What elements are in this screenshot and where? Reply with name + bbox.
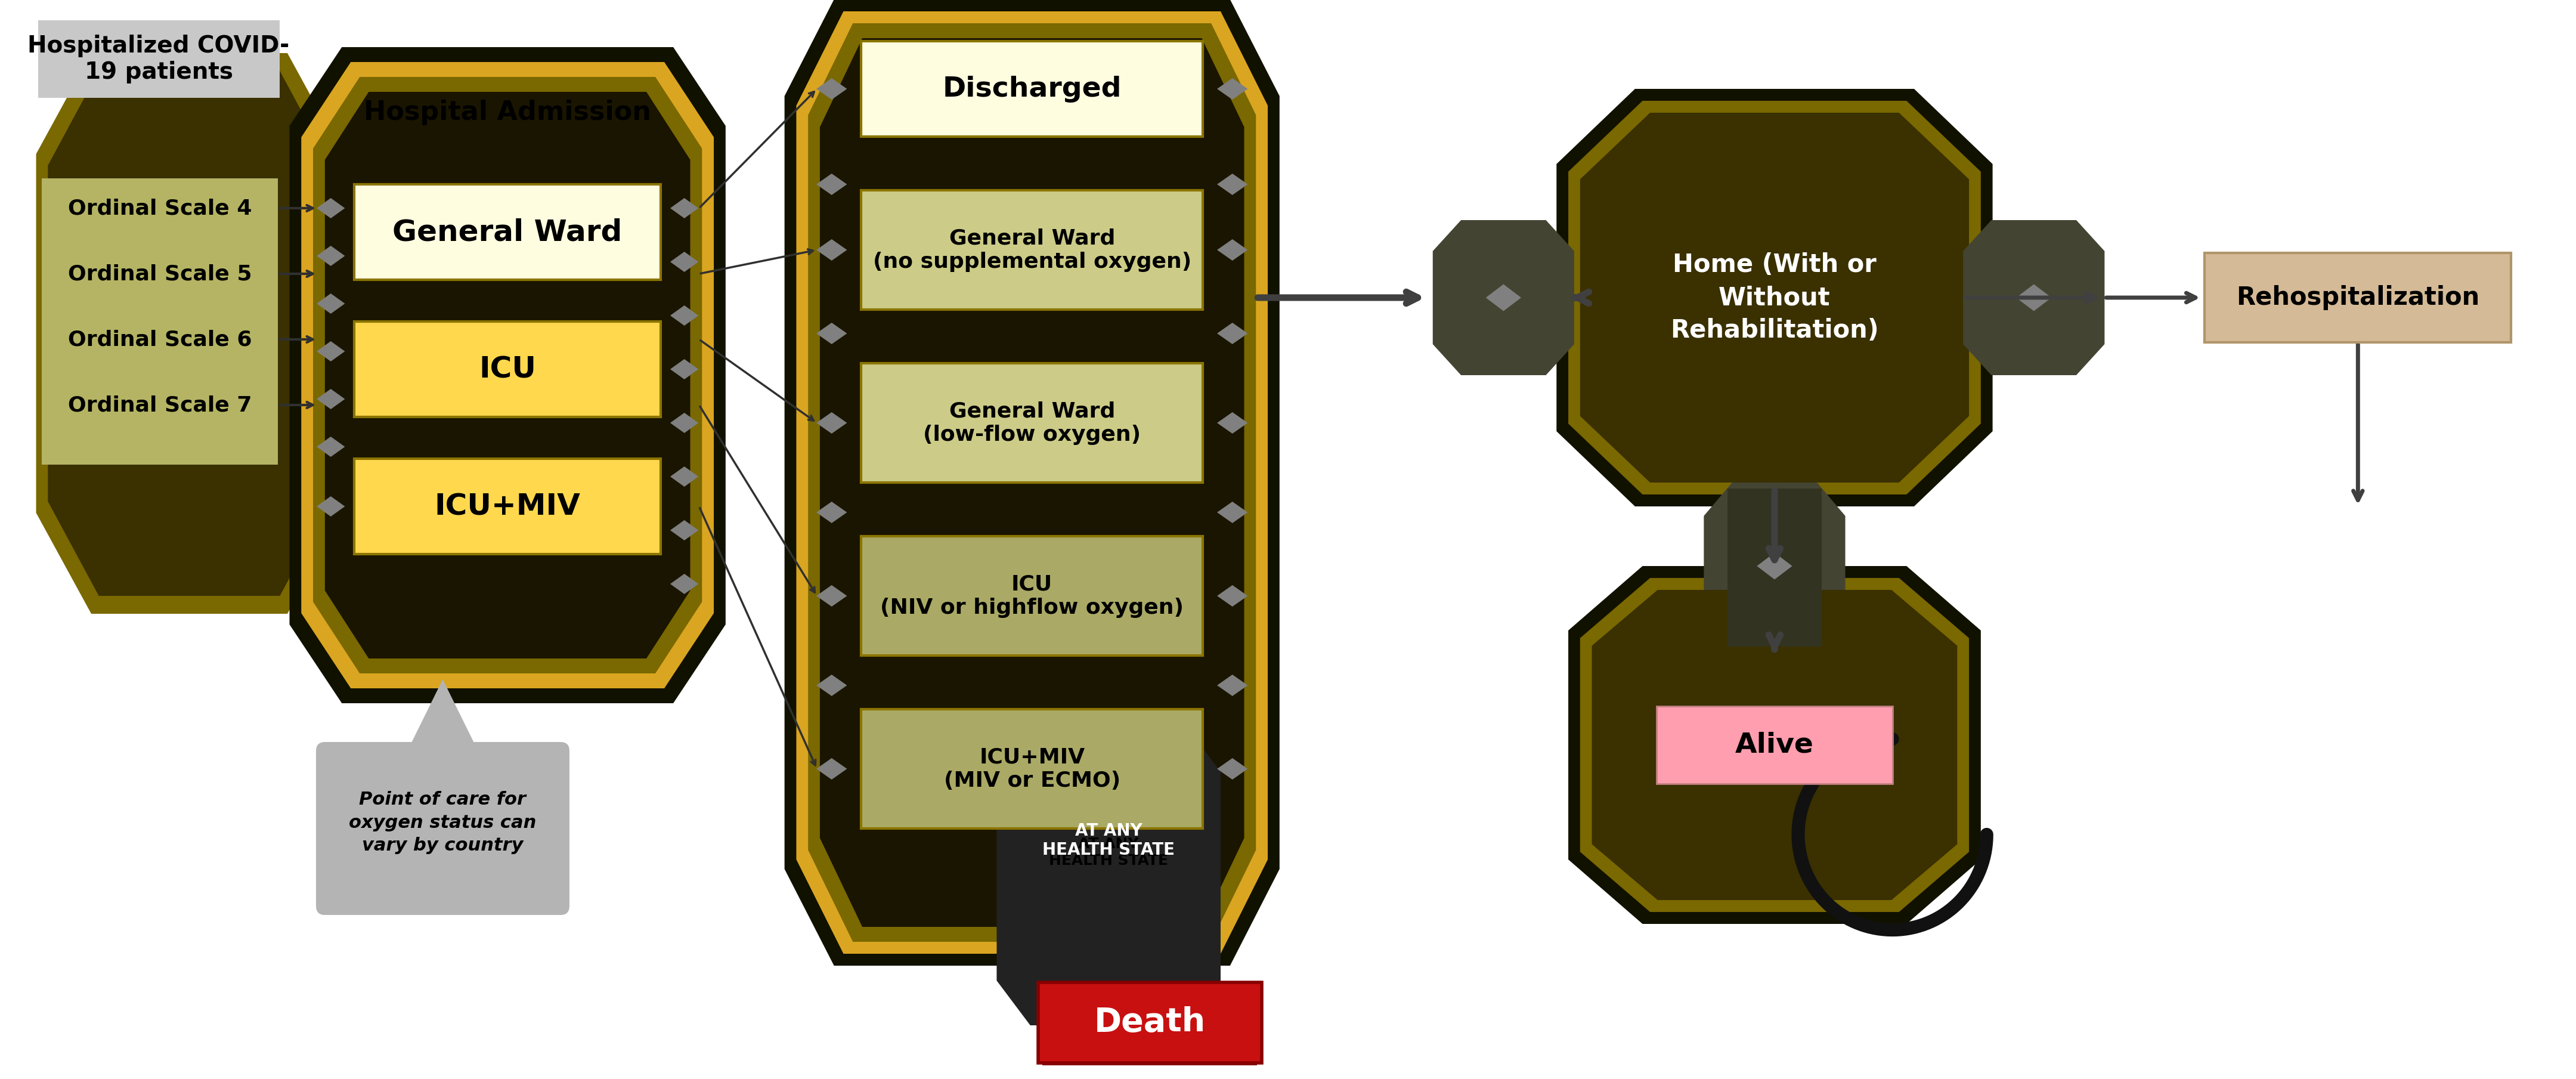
Text: General Ward: General Ward	[392, 218, 623, 246]
Polygon shape	[817, 240, 848, 261]
Polygon shape	[289, 47, 726, 704]
Polygon shape	[1579, 578, 1968, 912]
Polygon shape	[817, 585, 848, 606]
Polygon shape	[1963, 220, 2105, 375]
Polygon shape	[670, 359, 698, 380]
Bar	[1092, 888, 1126, 1008]
Polygon shape	[817, 759, 848, 779]
Bar	[860, 364, 1203, 482]
Polygon shape	[325, 92, 690, 658]
Text: Hospitalized COVID-
19 patients: Hospitalized COVID- 19 patients	[28, 35, 289, 83]
Polygon shape	[1216, 78, 1247, 99]
Bar	[1043, 986, 1257, 1064]
Polygon shape	[1757, 552, 1793, 579]
Polygon shape	[1216, 585, 1247, 606]
Bar	[860, 41, 1203, 137]
Polygon shape	[407, 680, 479, 751]
Text: AT ANY
HEALTH STATE: AT ANY HEALTH STATE	[1043, 822, 1175, 859]
Polygon shape	[1556, 88, 1994, 506]
Polygon shape	[817, 174, 848, 195]
Text: General Ward
(no supplemental oxygen): General Ward (no supplemental oxygen)	[873, 228, 1190, 272]
Polygon shape	[1216, 323, 1247, 344]
Bar	[41, 178, 278, 465]
Text: Rehospitalization: Rehospitalization	[2236, 285, 2481, 310]
Text: Death: Death	[1097, 1010, 1203, 1041]
Bar	[2205, 252, 2512, 342]
Polygon shape	[670, 251, 698, 272]
Text: Home (With or
Without
Rehabilitation): Home (With or Without Rehabilitation)	[1669, 252, 1878, 343]
Text: Point of care for
oxygen status can
vary by country: Point of care for oxygen status can vary…	[348, 791, 536, 853]
Polygon shape	[317, 496, 345, 517]
Text: Ordinal Scale 4: Ordinal Scale 4	[67, 199, 252, 218]
Polygon shape	[301, 62, 714, 688]
Polygon shape	[1432, 220, 1574, 375]
Text: ICU+MIV
(MIV or ECMO): ICU+MIV (MIV or ECMO)	[943, 747, 1121, 791]
Polygon shape	[1216, 502, 1247, 523]
Polygon shape	[1043, 817, 1175, 1032]
Polygon shape	[670, 305, 698, 326]
Polygon shape	[786, 0, 1280, 966]
Text: Alive: Alive	[1736, 732, 1814, 759]
Text: ICU+MIV: ICU+MIV	[435, 492, 580, 521]
Bar	[355, 185, 662, 279]
Polygon shape	[817, 502, 848, 523]
Bar	[1656, 707, 1893, 783]
Polygon shape	[670, 413, 698, 433]
Polygon shape	[1703, 482, 1844, 650]
Polygon shape	[1579, 112, 1968, 482]
Polygon shape	[317, 341, 345, 361]
Polygon shape	[314, 77, 703, 673]
Polygon shape	[670, 466, 698, 487]
Polygon shape	[1486, 284, 1522, 311]
Polygon shape	[1592, 590, 1958, 900]
Text: ICU: ICU	[479, 355, 536, 383]
Bar	[1038, 982, 1262, 1063]
Polygon shape	[1216, 412, 1247, 434]
Bar	[355, 322, 662, 416]
Polygon shape	[1569, 566, 1981, 924]
Text: Death: Death	[1095, 1007, 1206, 1038]
Polygon shape	[809, 24, 1257, 942]
Polygon shape	[670, 199, 698, 218]
Polygon shape	[317, 293, 345, 314]
FancyBboxPatch shape	[317, 742, 569, 915]
Polygon shape	[1216, 759, 1247, 779]
Bar	[860, 190, 1203, 310]
Polygon shape	[819, 38, 1244, 927]
Text: AT ANY
HEALTH STATE: AT ANY HEALTH STATE	[1048, 837, 1170, 868]
Text: Ordinal Scale 7: Ordinal Scale 7	[67, 395, 252, 415]
Polygon shape	[997, 727, 1221, 1025]
Polygon shape	[1216, 674, 1247, 696]
Polygon shape	[2017, 284, 2050, 311]
Bar	[860, 536, 1203, 656]
Text: Hospital Admission: Hospital Admission	[363, 100, 652, 125]
Polygon shape	[317, 388, 345, 409]
Polygon shape	[796, 12, 1267, 954]
Polygon shape	[317, 437, 345, 456]
Text: Discharged: Discharged	[943, 76, 1121, 103]
Text: Ordinal Scale 6: Ordinal Scale 6	[67, 329, 252, 350]
Polygon shape	[1216, 240, 1247, 261]
Polygon shape	[817, 412, 848, 434]
Text: General Ward
(low-flow oxygen): General Ward (low-flow oxygen)	[922, 401, 1141, 445]
Polygon shape	[1728, 489, 1821, 646]
Polygon shape	[817, 323, 848, 344]
Polygon shape	[817, 674, 848, 696]
Polygon shape	[36, 53, 343, 614]
Polygon shape	[1061, 947, 1157, 1025]
Text: ICU
(NIV or highflow oxygen): ICU (NIV or highflow oxygen)	[881, 574, 1185, 618]
Polygon shape	[817, 78, 848, 99]
Polygon shape	[49, 71, 330, 596]
Bar	[39, 21, 278, 98]
Text: Ordinal Scale 5: Ordinal Scale 5	[67, 263, 252, 284]
Polygon shape	[670, 520, 698, 541]
Polygon shape	[317, 199, 345, 218]
Polygon shape	[670, 574, 698, 595]
Polygon shape	[1569, 100, 1981, 494]
Polygon shape	[1216, 174, 1247, 195]
Bar	[355, 459, 662, 555]
Polygon shape	[317, 246, 345, 267]
Bar	[860, 709, 1203, 829]
